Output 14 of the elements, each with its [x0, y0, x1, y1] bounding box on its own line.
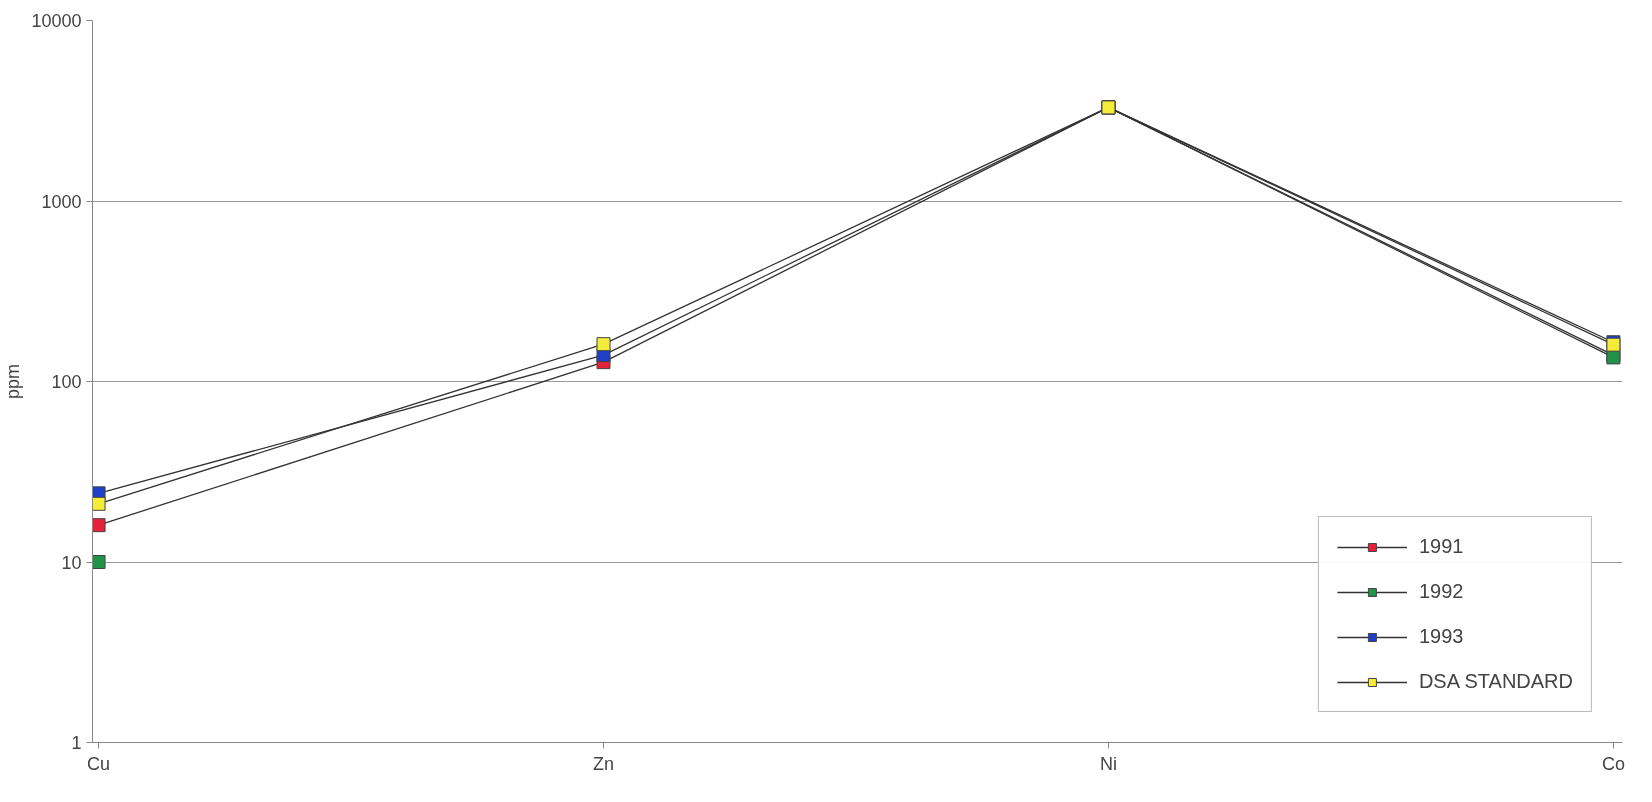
- y-tick-label: 1000: [41, 191, 82, 212]
- y-tick-label: 10: [61, 552, 82, 573]
- x-tick-label: Cu: [87, 753, 111, 774]
- legend-label: 1991: [1418, 535, 1464, 558]
- y-tick-label: 100: [51, 372, 82, 392]
- y-tick-label: 10000: [31, 11, 82, 31]
- y-tick-label: 1: [71, 733, 82, 753]
- y-axis-title: ppm: [3, 363, 24, 400]
- legend-label: 1992: [1418, 580, 1464, 603]
- legend-label: 1993: [1418, 625, 1464, 648]
- x-tick-label: Ni: [1099, 753, 1117, 774]
- x-tick-label: Zn: [593, 753, 615, 774]
- legend-label: DSA STANDARD: [1418, 670, 1573, 693]
- x-tick-label: Co: [1601, 753, 1625, 774]
